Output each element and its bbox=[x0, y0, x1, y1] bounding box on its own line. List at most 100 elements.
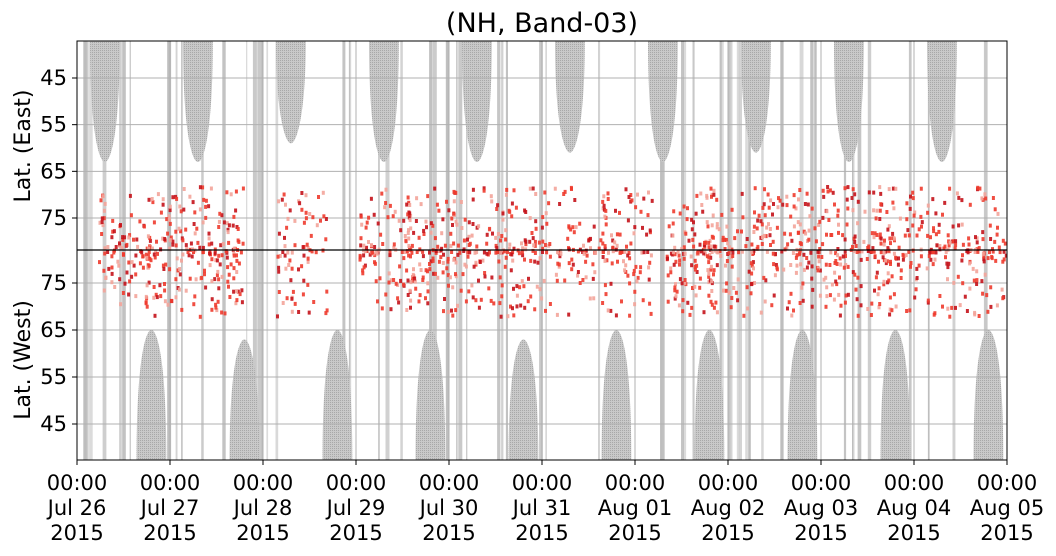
activity-cell bbox=[429, 259, 433, 264]
activity-cell bbox=[443, 297, 446, 301]
activity-cell bbox=[425, 225, 428, 230]
activity-cell bbox=[850, 196, 854, 200]
activity-cell bbox=[135, 237, 139, 242]
activity-cell bbox=[603, 246, 607, 251]
activity-cell bbox=[797, 230, 800, 235]
activity-cell bbox=[997, 245, 1001, 250]
activity-cell bbox=[615, 232, 619, 237]
activity-cell bbox=[951, 224, 955, 229]
activity-cell bbox=[455, 222, 459, 227]
activity-cell bbox=[903, 233, 907, 238]
activity-cell bbox=[790, 238, 794, 243]
activity-cell bbox=[304, 210, 308, 215]
activity-cell bbox=[505, 187, 509, 192]
activity-cell bbox=[232, 289, 236, 294]
activity-cell bbox=[712, 244, 716, 249]
activity-cell bbox=[843, 186, 847, 191]
activity-cell bbox=[699, 191, 703, 196]
activity-cell bbox=[816, 268, 820, 273]
activity-cell bbox=[1021, 294, 1024, 298]
activity-cell bbox=[753, 186, 757, 191]
activity-cell bbox=[408, 288, 412, 293]
activity-cell bbox=[411, 272, 415, 277]
activity-cell bbox=[571, 225, 575, 230]
activity-cell bbox=[1012, 213, 1015, 217]
activity-cell bbox=[960, 258, 964, 263]
activity-cell bbox=[433, 271, 437, 276]
activity-cell bbox=[808, 214, 812, 219]
activity-cell bbox=[711, 213, 715, 218]
activity-cell bbox=[324, 217, 328, 221]
activity-cell bbox=[647, 265, 651, 270]
activity-cell bbox=[792, 224, 796, 229]
activity-cell bbox=[711, 235, 715, 240]
activity-cell bbox=[641, 298, 645, 303]
activity-cell bbox=[380, 306, 384, 311]
activity-cell bbox=[290, 296, 294, 301]
activity-cell bbox=[421, 249, 425, 254]
activity-cell bbox=[545, 250, 549, 255]
activity-cell bbox=[125, 242, 129, 247]
activity-cell bbox=[475, 244, 479, 249]
activity-cell bbox=[482, 186, 486, 191]
activity-cell bbox=[742, 313, 746, 318]
nodata-lobe-east bbox=[183, 41, 213, 162]
activity-cell bbox=[311, 215, 315, 220]
activity-cell bbox=[854, 287, 858, 292]
activity-cell bbox=[915, 233, 919, 238]
activity-cell bbox=[886, 246, 890, 251]
activity-cell bbox=[947, 261, 951, 266]
activity-cell bbox=[799, 262, 803, 267]
activity-cell bbox=[879, 236, 883, 241]
activity-cell bbox=[227, 284, 230, 289]
activity-cell bbox=[481, 258, 485, 263]
activity-cell bbox=[150, 197, 154, 201]
activity-cell bbox=[807, 228, 811, 233]
activity-cell bbox=[673, 288, 677, 293]
activity-cell bbox=[934, 232, 938, 237]
activity-cell bbox=[613, 240, 617, 245]
nodata-lobe-west bbox=[229, 339, 260, 460]
activity-cell bbox=[482, 188, 486, 193]
activity-cell bbox=[755, 246, 759, 251]
activity-cell bbox=[541, 250, 544, 254]
activity-cell bbox=[210, 279, 214, 284]
activity-cell bbox=[932, 226, 935, 231]
activity-cell bbox=[908, 308, 912, 313]
activity-cell bbox=[471, 295, 475, 300]
activity-cell bbox=[280, 197, 284, 202]
activity-cell bbox=[718, 249, 722, 253]
activity-cell bbox=[911, 196, 915, 201]
activity-cell bbox=[154, 292, 158, 297]
activity-cell bbox=[681, 298, 685, 303]
activity-cell bbox=[168, 221, 172, 226]
activity-cell bbox=[408, 203, 412, 207]
activity-cell bbox=[523, 238, 527, 243]
activity-cell bbox=[863, 209, 867, 214]
activity-cell bbox=[1003, 241, 1007, 246]
activity-cell bbox=[541, 215, 545, 220]
activity-cell bbox=[153, 255, 157, 260]
activity-cell bbox=[188, 276, 192, 281]
activity-cell bbox=[367, 240, 370, 244]
activity-cell bbox=[762, 233, 766, 238]
activity-cell bbox=[405, 308, 409, 312]
activity-cell bbox=[169, 235, 173, 240]
activity-cell bbox=[121, 252, 125, 257]
activity-cell bbox=[905, 217, 909, 222]
activity-cell bbox=[909, 261, 913, 265]
activity-cell bbox=[163, 288, 167, 293]
activity-cell bbox=[857, 249, 861, 254]
x-tick-label: 00:00 Jul 29 2015 bbox=[325, 471, 387, 545]
activity-cell bbox=[428, 267, 432, 272]
activity-cell bbox=[123, 281, 127, 286]
activity-cell bbox=[946, 265, 950, 270]
activity-cell bbox=[961, 242, 965, 247]
activity-cell bbox=[210, 257, 214, 262]
activity-cell bbox=[809, 250, 813, 255]
activity-cell bbox=[322, 214, 326, 219]
activity-cell bbox=[977, 246, 981, 251]
activity-cell bbox=[147, 280, 151, 285]
activity-cell bbox=[975, 278, 979, 283]
